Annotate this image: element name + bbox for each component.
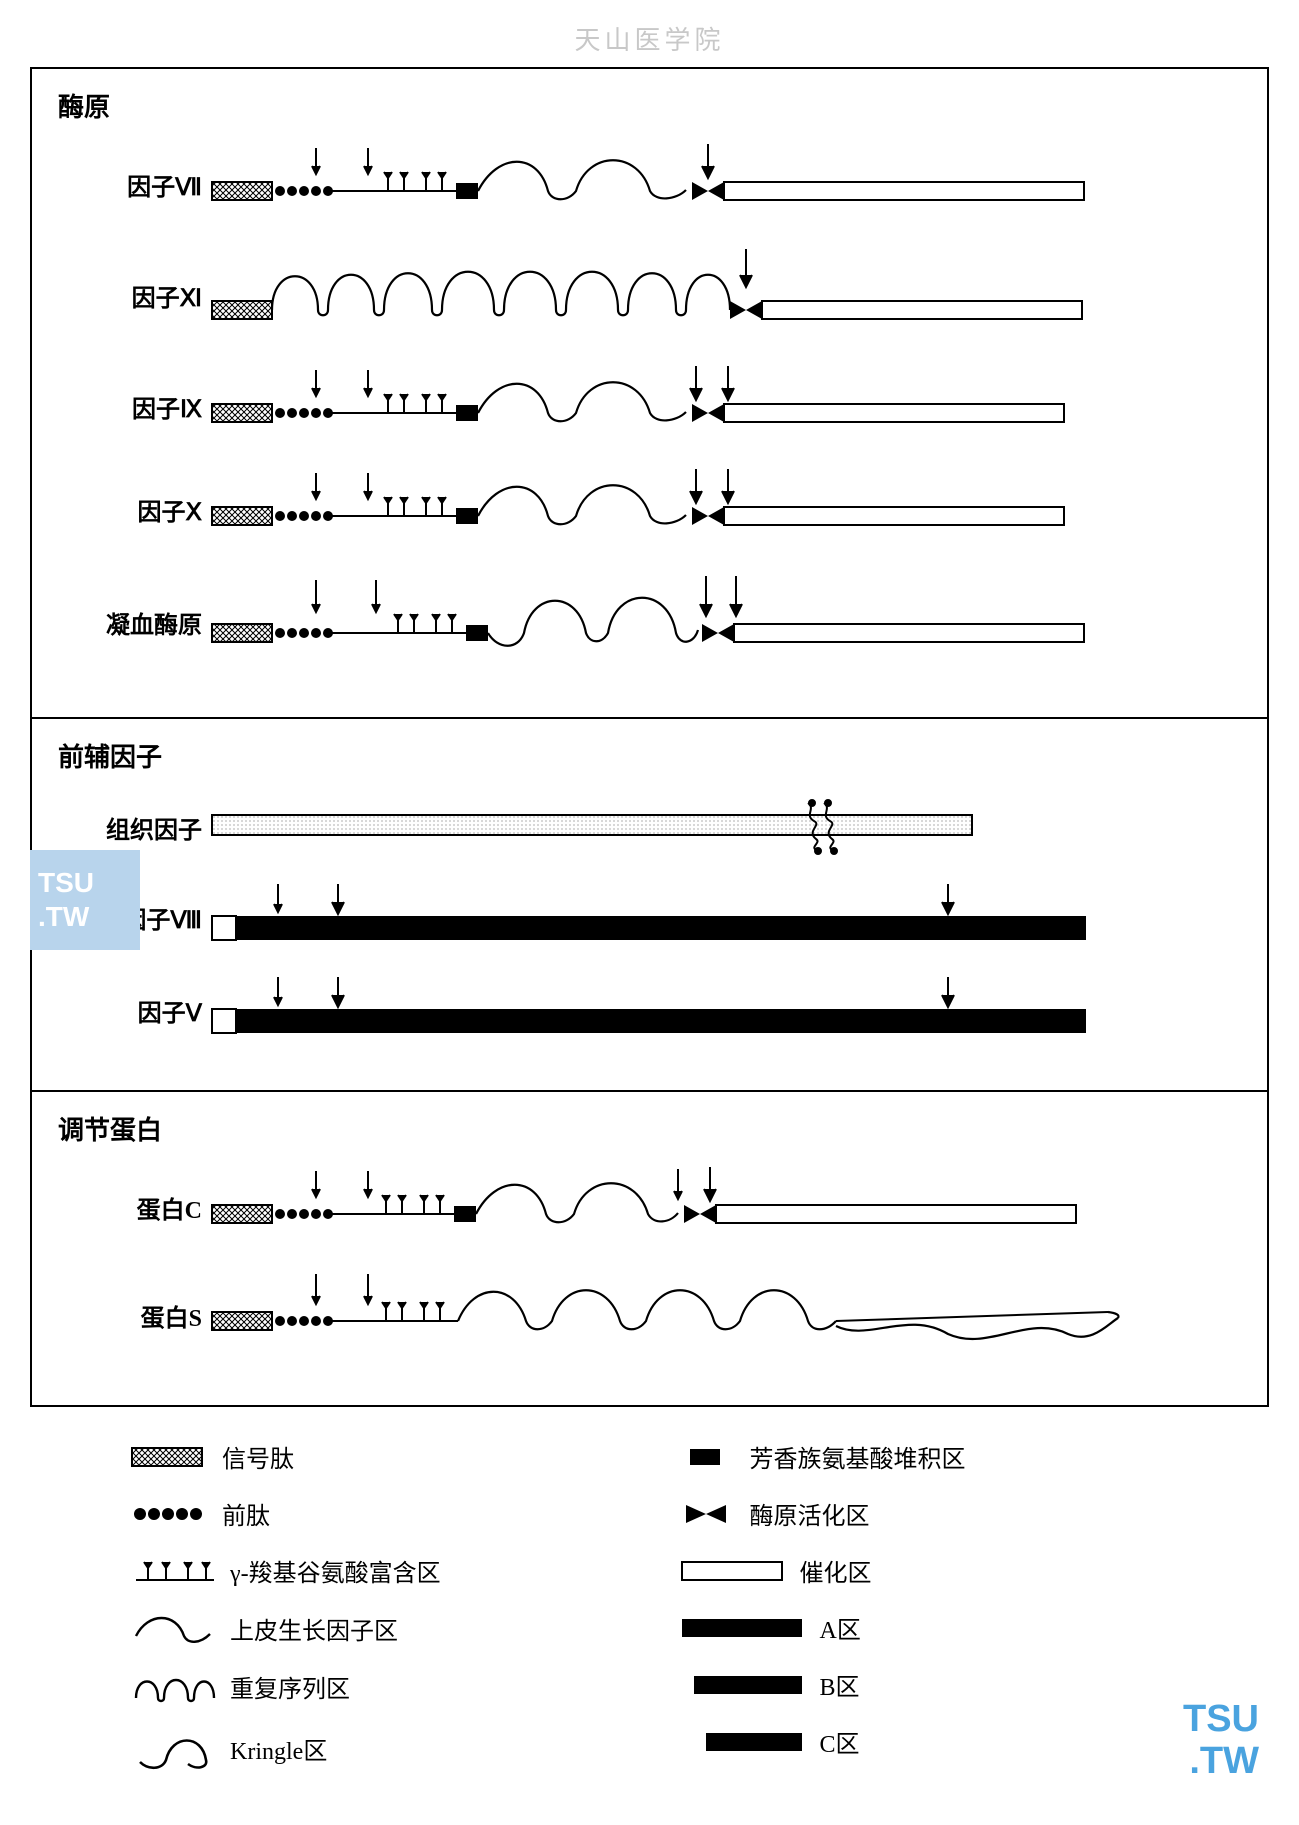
legend-signal: 信号肽 [130, 1439, 680, 1474]
kringle-icon [130, 1726, 220, 1770]
legend-signal-label: 信号肽 [222, 1439, 294, 1474]
row-tissue: 组织因子 [52, 792, 1247, 862]
section-title-zymogens: 酶原 [58, 87, 1247, 124]
label-prothrombin: 凝血酶原 [52, 605, 202, 640]
activation-icon [680, 1501, 740, 1527]
watermark-bottom-right: TSU .TW [1183, 1698, 1259, 1782]
legend-c-region: C区 [680, 1724, 1230, 1759]
diagram-x [208, 467, 1247, 552]
c-region-icon [680, 1729, 810, 1755]
aromatic-icon [680, 1444, 740, 1470]
label-xi: 因子Ⅺ [52, 278, 202, 313]
legend-col-right: 芳香族氨基酸堆积区 酶原活化区 催化区 A区 B区 C区 [680, 1431, 1230, 1792]
row-proteinS: 蛋白S [52, 1268, 1247, 1363]
section-title-procofactors: 前辅因子 [58, 737, 1247, 774]
legend-aromatic: 芳香族氨基酸堆积区 [680, 1439, 1230, 1474]
legend-propep-label: 前肽 [222, 1496, 270, 1531]
diagram-viii [208, 880, 1247, 955]
wm-br-l2: .TW [1189, 1740, 1259, 1782]
legend-c-label: C区 [820, 1724, 860, 1759]
diagram-ix [208, 364, 1247, 449]
legend-egf-label: 上皮生长因子区 [230, 1611, 398, 1646]
diagram-proteinC [208, 1165, 1247, 1250]
legend-gla: γ-羧基谷氨酸富含区 [130, 1553, 680, 1588]
panel-procofactors: 前辅因子 组织因子 因 [30, 719, 1269, 1092]
label-proteinS: 蛋白S [52, 1298, 202, 1333]
legend-kringle-label: Kringle区 [230, 1731, 327, 1766]
legend-a-region: A区 [680, 1610, 1230, 1645]
legend-b-label: B区 [820, 1667, 860, 1702]
label-vii: 因子Ⅶ [52, 167, 202, 202]
a-region-icon [680, 1615, 810, 1641]
diagram-prothrombin [208, 570, 1247, 675]
catalytic-icon [680, 1558, 790, 1584]
wm-left-l2: .TW [38, 901, 89, 932]
egf-icon [130, 1610, 220, 1646]
label-ix: 因子Ⅸ [52, 389, 202, 424]
legend-repeat-label: 重复序列区 [230, 1669, 350, 1704]
section-title-regulatory: 调节蛋白 [58, 1110, 1247, 1147]
propeptide-icon [130, 1501, 212, 1527]
legend-kringle: Kringle区 [130, 1726, 680, 1770]
row-proteinC: 蛋白C [52, 1165, 1247, 1250]
row-xi: 因子Ⅺ [52, 245, 1247, 346]
row-prothrombin: 凝血酶原 [52, 570, 1247, 675]
label-tissue: 组织因子 [52, 810, 202, 845]
row-x: 因子Ⅹ [52, 467, 1247, 552]
diagram-proteinS [208, 1268, 1247, 1363]
legend-propep: 前肽 [130, 1496, 680, 1531]
legend: 信号肽 前肽 γ-羧基谷氨酸富含区 上皮生长因子区 [30, 1431, 1269, 1792]
gla-icon [130, 1556, 220, 1586]
wm-br-l1: TSU [1183, 1698, 1259, 1740]
watermark-top: 天山医学院 [30, 20, 1269, 57]
diagram-vii [208, 142, 1247, 227]
diagram-v [208, 973, 1247, 1048]
diagram-xi [208, 245, 1247, 346]
legend-repeat: 重复序列区 [130, 1668, 680, 1704]
panel-regulatory: 调节蛋白 蛋白C [30, 1092, 1269, 1407]
b-region-icon [680, 1672, 810, 1698]
watermark-left: TSU .TW [30, 850, 140, 950]
legend-activ: 酶原活化区 [680, 1496, 1230, 1531]
label-x: 因子Ⅹ [52, 492, 202, 527]
legend-b-region: B区 [680, 1667, 1230, 1702]
panel-zymogens: 酶原 因子Ⅶ [30, 67, 1269, 719]
legend-catalytic-label: 催化区 [800, 1553, 872, 1588]
wm-left-l1: TSU [38, 867, 94, 898]
legend-activ-label: 酶原活化区 [750, 1496, 870, 1531]
label-v: 因子Ⅴ [52, 993, 202, 1028]
legend-gla-label: γ-羧基谷氨酸富含区 [230, 1553, 441, 1588]
row-ix: 因子Ⅸ [52, 364, 1247, 449]
label-proteinC: 蛋白C [52, 1190, 202, 1225]
repeat-icon [130, 1668, 220, 1704]
diagram-tissue [208, 795, 1247, 860]
legend-a-label: A区 [820, 1610, 861, 1645]
legend-catalytic: 催化区 [680, 1553, 1230, 1588]
row-vii: 因子Ⅶ [52, 142, 1247, 227]
row-v: 因子Ⅴ [52, 973, 1247, 1048]
row-viii: 因子Ⅷ [52, 880, 1247, 955]
legend-col-left: 信号肽 前肽 γ-羧基谷氨酸富含区 上皮生长因子区 [130, 1431, 680, 1792]
legend-aromatic-label: 芳香族氨基酸堆积区 [750, 1439, 966, 1474]
signal-icon [130, 1444, 212, 1470]
legend-egf: 上皮生长因子区 [130, 1610, 680, 1646]
